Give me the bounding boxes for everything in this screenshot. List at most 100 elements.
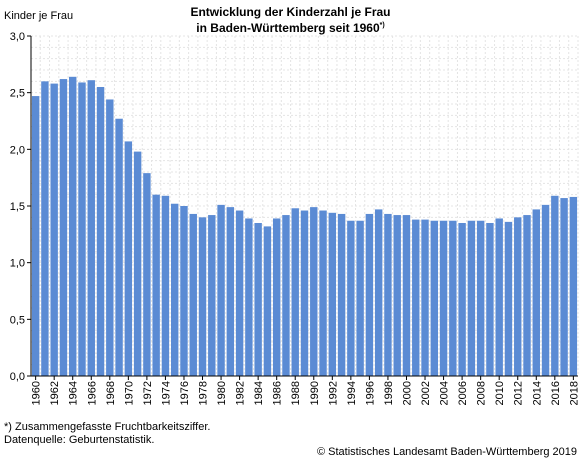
x-tick-label-2014: 2014 — [531, 381, 543, 405]
bar-2016 — [551, 195, 559, 376]
x-tick-label-1962: 1962 — [49, 381, 61, 405]
bar-2005 — [449, 220, 457, 376]
x-tick-label-1998: 1998 — [383, 381, 395, 405]
bar-1965 — [78, 82, 86, 376]
y-tick-label: 1,5 — [10, 201, 25, 213]
x-tick-label-1970: 1970 — [123, 381, 135, 405]
bar-1994 — [347, 220, 355, 376]
bar-1970 — [124, 141, 133, 376]
bar-1981 — [226, 207, 235, 376]
chart-title-line-1: Entwicklung der Kinderzahl je Frau — [0, 5, 581, 19]
x-tick-label-2004: 2004 — [439, 381, 451, 405]
bar-1974 — [161, 195, 170, 376]
copyright-note: © Statistisches Landesamt Baden-Württemb… — [316, 446, 577, 458]
y-tick-label: 0,0 — [10, 371, 25, 383]
bar-2010 — [495, 218, 503, 376]
bar-2009 — [486, 223, 494, 376]
bar-2000 — [402, 215, 411, 376]
x-tick-label-1974: 1974 — [160, 381, 172, 405]
bar-2018 — [569, 196, 578, 376]
bar-1980 — [217, 204, 225, 376]
x-tick-label-2010: 2010 — [494, 381, 506, 405]
bar-2007 — [467, 220, 476, 376]
chart-title-text-2: in Baden-Württemberg seit 1960 — [196, 21, 380, 35]
y-tick-label: 1,0 — [10, 258, 25, 270]
bar-1992 — [328, 212, 337, 376]
bar-2002 — [421, 219, 429, 376]
x-tick-label-1980: 1980 — [216, 381, 228, 405]
bar-1971 — [133, 151, 142, 376]
bar-1988 — [291, 208, 299, 376]
y-axis-label: Kinder je Frau — [4, 10, 74, 22]
bar-1960 — [31, 96, 40, 377]
bar-1969 — [115, 118, 123, 376]
x-tick-label-1992: 1992 — [327, 381, 339, 405]
source-note: Datenquelle: Geburtenstatistik. — [4, 434, 155, 446]
bar-1975 — [170, 203, 179, 376]
x-tick-label-1968: 1968 — [105, 381, 117, 405]
bar-1962 — [50, 83, 58, 376]
x-tick-label-1994: 1994 — [346, 381, 358, 405]
x-tick-label-2002: 2002 — [420, 381, 432, 405]
x-tick-label-1978: 1978 — [198, 381, 210, 405]
bar-1989 — [300, 210, 309, 376]
bar-1968 — [106, 99, 114, 376]
x-tick-label-1984: 1984 — [253, 381, 265, 405]
bar-1999 — [393, 215, 401, 376]
bar-2008 — [476, 220, 485, 376]
bar-2004 — [439, 220, 448, 376]
bar-2001 — [412, 219, 420, 376]
bar-2014 — [532, 209, 540, 376]
x-tick-label-1960: 1960 — [31, 381, 43, 405]
bar-1986 — [272, 218, 281, 376]
bar-1972 — [143, 173, 151, 376]
bar-1998 — [384, 213, 392, 376]
x-tick-label-1966: 1966 — [86, 381, 98, 405]
y-tick-label: 2,0 — [10, 144, 25, 156]
x-tick-label-1964: 1964 — [68, 381, 80, 405]
x-tick-label-2008: 2008 — [476, 381, 488, 405]
bar-2017 — [560, 198, 568, 376]
bar-1995 — [356, 220, 364, 376]
bar-2006 — [458, 223, 466, 376]
bar-1987 — [282, 215, 290, 376]
bar-2011 — [504, 221, 513, 376]
bar-1964 — [69, 76, 77, 377]
x-tick-label-2006: 2006 — [457, 381, 469, 405]
bar-1997 — [374, 209, 383, 376]
x-tick-label-1972: 1972 — [142, 381, 154, 405]
x-tick-label-2018: 2018 — [568, 381, 580, 405]
bar-2012 — [514, 217, 522, 376]
x-tick-label-2000: 2000 — [401, 381, 413, 405]
x-tick-label-1986: 1986 — [272, 381, 284, 405]
bar-1983 — [245, 218, 253, 376]
bar-1996 — [365, 213, 374, 376]
bar-1966 — [87, 80, 95, 376]
bar-2015 — [541, 204, 550, 376]
x-tick-label-2012: 2012 — [513, 381, 525, 405]
bar-1982 — [235, 210, 244, 376]
x-tick-label-2016: 2016 — [550, 381, 562, 405]
x-tick-label-1996: 1996 — [364, 381, 376, 405]
x-tick-label-1976: 1976 — [179, 381, 191, 405]
chart-title-footnote-mark: *) — [379, 22, 385, 29]
bar-1961 — [41, 81, 49, 376]
bar-2003 — [430, 220, 439, 376]
bar-1984 — [254, 223, 262, 376]
bar-1963 — [59, 79, 68, 377]
bar-1985 — [263, 226, 272, 376]
bar-1973 — [152, 194, 160, 376]
bar-1977 — [189, 213, 197, 376]
bar-1991 — [319, 210, 327, 376]
bar-1978 — [198, 217, 207, 376]
bar-1990 — [310, 207, 318, 376]
chart-title-line-2: in Baden-Württemberg seit 1960*) — [0, 19, 581, 35]
bar-1967 — [96, 87, 105, 376]
x-tick-label-1982: 1982 — [235, 381, 247, 405]
footnote: *) Zusammengefasste Fruchtbarkeitsziffer… — [4, 421, 211, 433]
chart-title-text-1: Entwicklung der Kinderzahl je Frau — [190, 5, 391, 19]
bar-2013 — [523, 215, 531, 376]
y-tick-label: 2,5 — [10, 88, 25, 100]
